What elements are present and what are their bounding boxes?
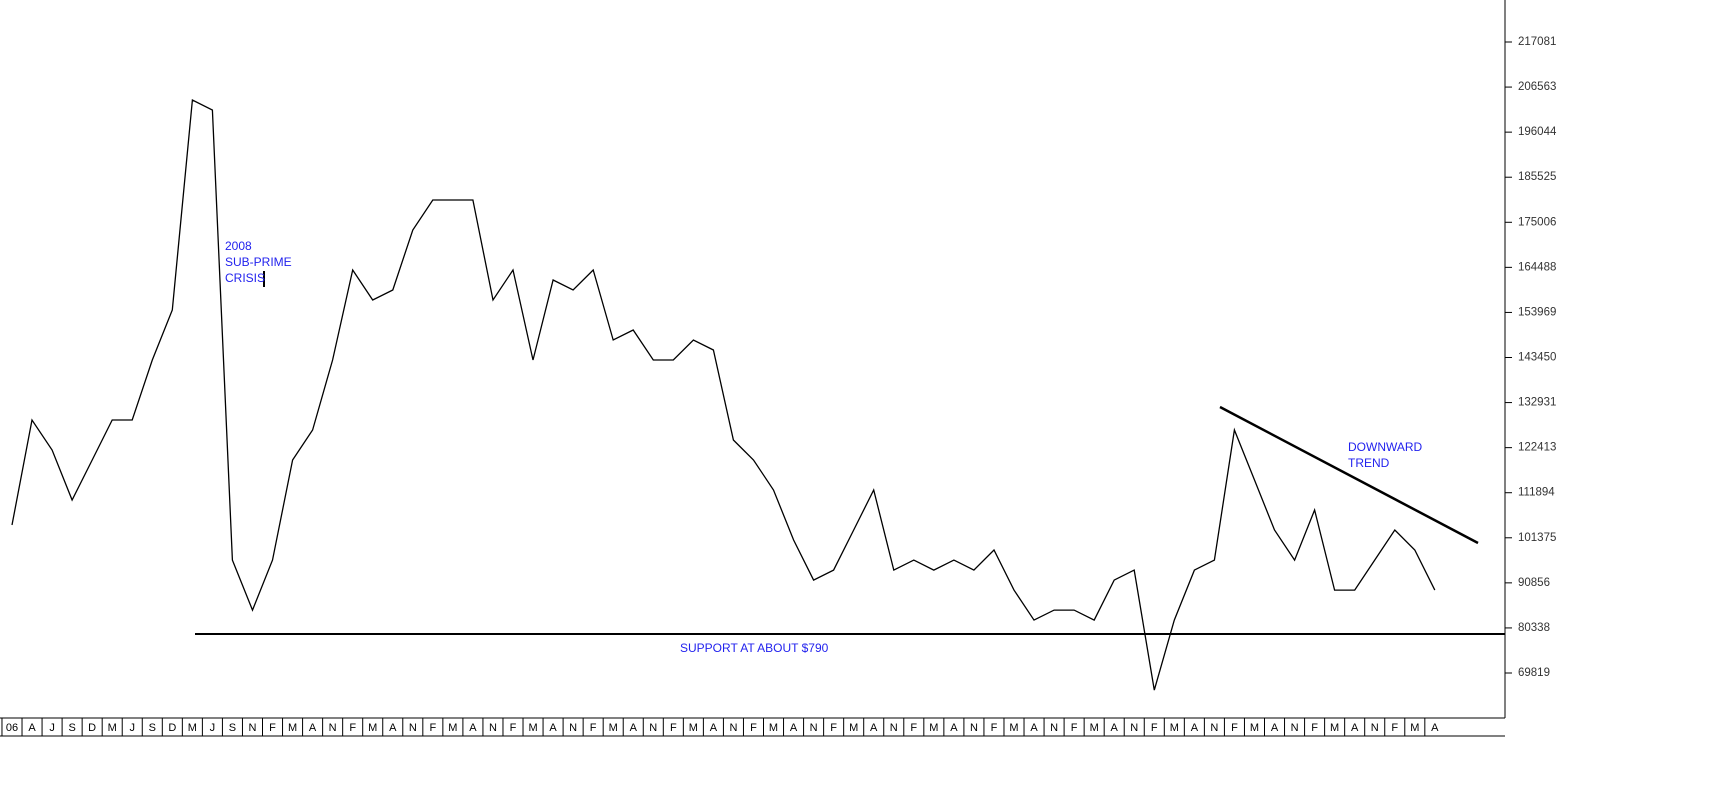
x-tick-label: F xyxy=(1071,722,1078,734)
x-tick-label: F xyxy=(991,722,998,734)
x-tick-label: A xyxy=(710,722,718,734)
y-tick-label: 90856 xyxy=(1518,577,1550,589)
x-tick-label: M xyxy=(609,722,618,734)
x-tick-label: F xyxy=(670,722,677,734)
y-tick-label: 122413 xyxy=(1518,442,1556,454)
x-tick-label: N xyxy=(1371,722,1379,734)
x-tick-label: N xyxy=(729,722,737,734)
annotation: 2008 xyxy=(225,239,252,253)
annotation: SUB-PRIME xyxy=(225,255,292,269)
x-tick-label: A xyxy=(790,722,798,734)
x-tick-label: S xyxy=(149,722,156,734)
y-tick-label: 175006 xyxy=(1518,216,1556,228)
y-tick-label: 132931 xyxy=(1518,397,1556,409)
x-tick-label: D xyxy=(88,722,96,734)
x-tick-label: A xyxy=(389,722,397,734)
x-tick-label: J xyxy=(129,722,135,734)
x-tick-label: M xyxy=(288,722,297,734)
x-tick-label: F xyxy=(349,722,356,734)
x-tick-label: A xyxy=(309,722,317,734)
x-tick-label: M xyxy=(108,722,117,734)
x-tick-label: F xyxy=(1311,722,1318,734)
x-tick-label: F xyxy=(1391,722,1398,734)
x-tick-label: F xyxy=(1231,722,1238,734)
y-tick-label: 69819 xyxy=(1518,667,1550,679)
x-tick-label: N xyxy=(890,722,898,734)
x-tick-label: A xyxy=(950,722,958,734)
x-tick-label: A xyxy=(28,722,36,734)
x-tick-label: N xyxy=(1130,722,1138,734)
price-line xyxy=(11,98,1436,691)
x-tick-label: M xyxy=(1410,722,1419,734)
x-tick-label: A xyxy=(1191,722,1199,734)
x-tick-label: A xyxy=(1271,722,1279,734)
x-tick-label: F xyxy=(750,722,757,734)
x-tick-label: F xyxy=(910,722,917,734)
x-tick-label: F xyxy=(429,722,436,734)
x-tick-label: M xyxy=(769,722,778,734)
x-tick-label: N xyxy=(810,722,818,734)
x-tick-label: N xyxy=(1291,722,1299,734)
y-tick-label: 164488 xyxy=(1518,261,1556,273)
y-tick-label: 80338 xyxy=(1518,622,1550,634)
x-tick-label: N xyxy=(249,722,257,734)
x-tick-label: S xyxy=(229,722,236,734)
y-tick-label: 111894 xyxy=(1518,487,1555,499)
x-tick-label: M xyxy=(689,722,698,734)
y-tick-label: 217081 xyxy=(1518,36,1556,48)
x-tick-label: A xyxy=(870,722,878,734)
x-tick-label: 06 xyxy=(6,722,18,734)
x-tick-label: F xyxy=(830,722,837,734)
x-tick-label: M xyxy=(448,722,457,734)
y-tick-label: 101375 xyxy=(1518,532,1556,544)
y-tick-label: 143450 xyxy=(1518,352,1556,364)
x-tick-label: M xyxy=(368,722,377,734)
trend-line xyxy=(1219,405,1479,545)
x-tick-label: A xyxy=(1111,722,1119,734)
y-tick-label: 196044 xyxy=(1518,126,1557,138)
x-tick-label: M xyxy=(1090,722,1099,734)
x-tick-label: A xyxy=(549,722,557,734)
x-tick-label: M xyxy=(1009,722,1018,734)
x-tick-label: M xyxy=(528,722,537,734)
x-tick-label: A xyxy=(1431,722,1439,734)
x-tick-label: N xyxy=(1210,722,1218,734)
y-tick-label: 185525 xyxy=(1518,171,1556,183)
x-tick-label: F xyxy=(269,722,276,734)
x-tick-label: N xyxy=(489,722,497,734)
x-tick-label: A xyxy=(1351,722,1359,734)
x-tick-label: N xyxy=(649,722,657,734)
x-tick-label: M xyxy=(929,722,938,734)
x-tick-label: J xyxy=(210,722,216,734)
x-tick-label: N xyxy=(409,722,417,734)
x-tick-label: N xyxy=(569,722,577,734)
x-tick-label: A xyxy=(469,722,477,734)
x-tick-label: M xyxy=(849,722,858,734)
annotation: SUPPORT AT ABOUT $790 xyxy=(680,641,829,655)
x-tick-label: M xyxy=(1250,722,1259,734)
annotation: CRISIS xyxy=(225,271,265,285)
x-tick-label: F xyxy=(510,722,517,734)
y-tick-label: 153969 xyxy=(1518,306,1556,318)
x-tick-label: N xyxy=(1050,722,1058,734)
x-tick-label: J xyxy=(49,722,55,734)
annotation: TREND xyxy=(1348,456,1390,470)
x-tick-label: A xyxy=(630,722,638,734)
x-tick-label: M xyxy=(1330,722,1339,734)
x-tick-label: A xyxy=(1030,722,1038,734)
x-tick-label: S xyxy=(68,722,75,734)
x-tick-label: F xyxy=(590,722,597,734)
x-tick-label: D xyxy=(168,722,176,734)
x-tick-label: F xyxy=(1151,722,1158,734)
x-tick-label: N xyxy=(970,722,978,734)
x-tick-label: M xyxy=(1170,722,1179,734)
annotation: DOWNWARD xyxy=(1348,440,1423,454)
x-tick-label: N xyxy=(329,722,337,734)
y-tick-label: 206563 xyxy=(1518,81,1556,93)
x-tick-label: M xyxy=(188,722,197,734)
